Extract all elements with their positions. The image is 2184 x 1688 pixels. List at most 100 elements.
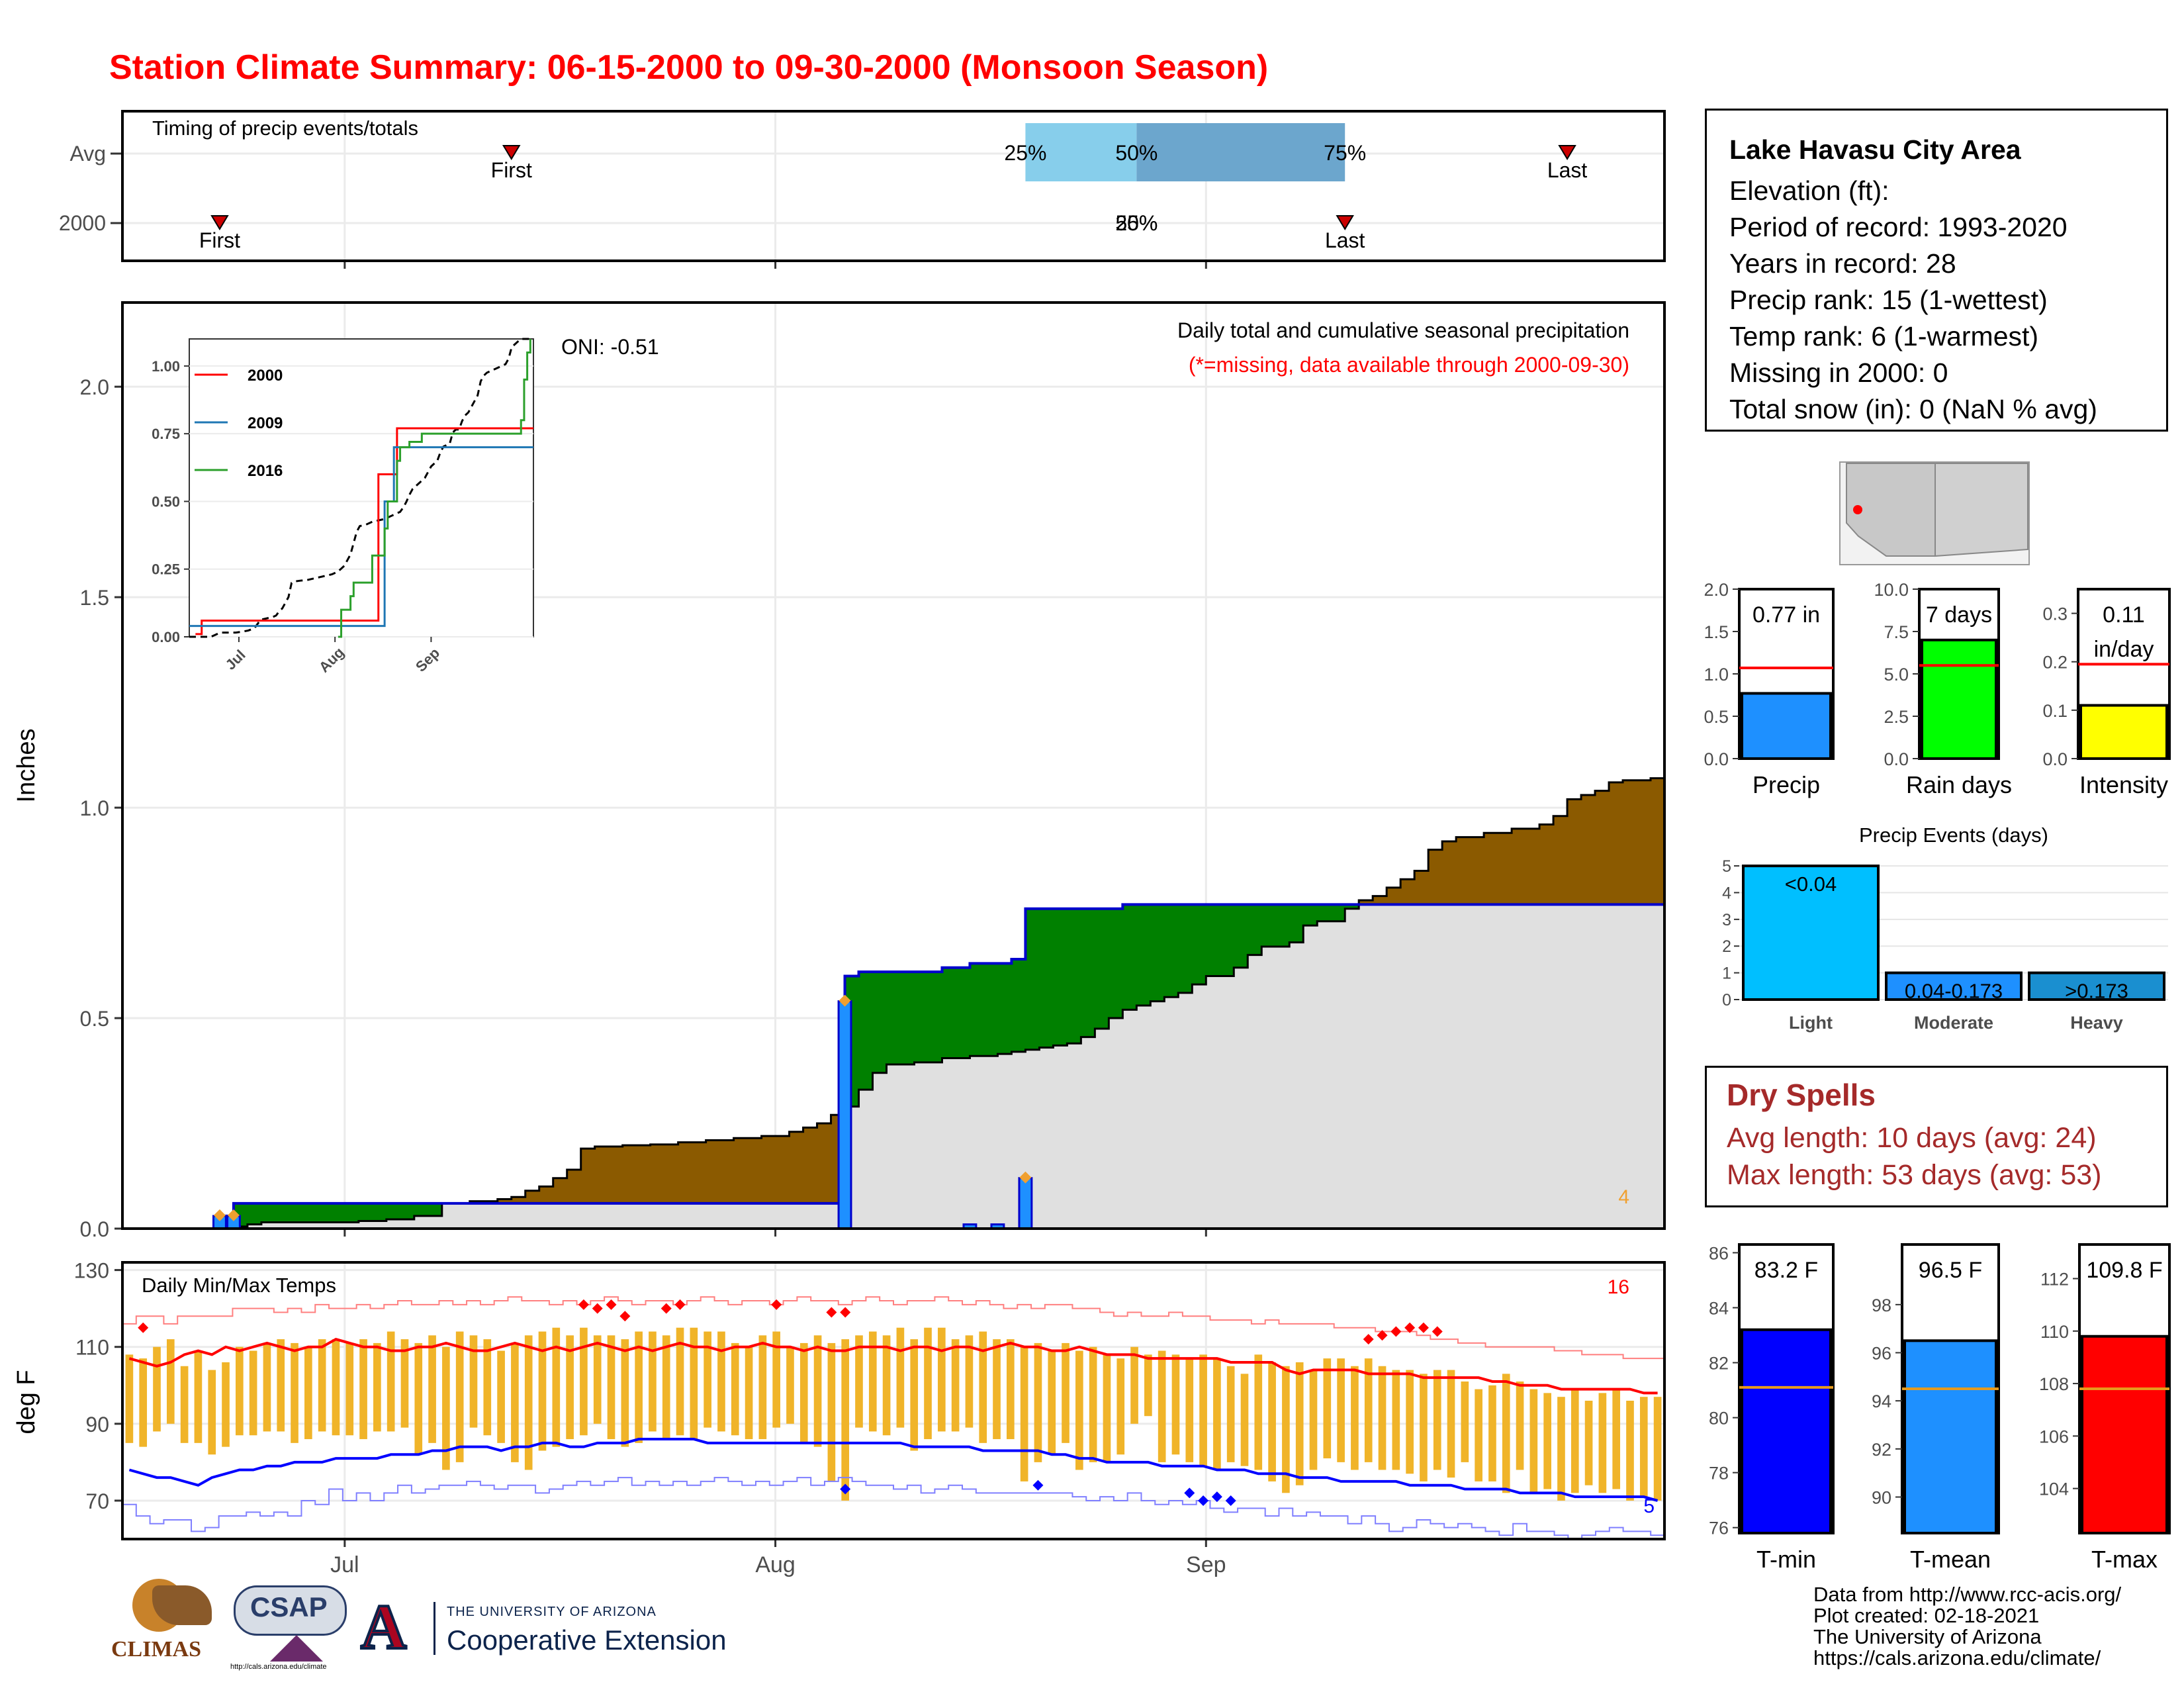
inset-ytick-label-1: 0.25 bbox=[152, 561, 180, 578]
info-snow: Total snow (in): 0 (NaN % avg) bbox=[1729, 394, 2097, 424]
temp-range-bar-36 bbox=[621, 1339, 629, 1447]
temp-range-bar-21 bbox=[414, 1342, 423, 1455]
y2000-first-label: First bbox=[199, 228, 240, 252]
temp-range-bar-68 bbox=[1062, 1342, 1069, 1443]
dry-spells-avg: Avg length: 10 days (avg: 24) bbox=[1727, 1122, 2097, 1154]
temp-range-bar-28 bbox=[511, 1342, 519, 1462]
temp-range-bar-13 bbox=[304, 1346, 312, 1440]
tmin_gauge-ytick-label-0: 76 bbox=[1709, 1519, 1729, 1538]
tmax_gauge-ytick-label-0: 104 bbox=[2039, 1479, 2069, 1499]
tmin_gauge-ytick-label-4: 84 bbox=[1709, 1299, 1729, 1319]
temp-range-bar-55 bbox=[882, 1335, 891, 1436]
record-low-marker-5 bbox=[1225, 1495, 1236, 1506]
daily-precip-bar-2 bbox=[837, 1000, 852, 1230]
avg-p25-label: 25% bbox=[1004, 141, 1046, 165]
record-high-marker-0 bbox=[138, 1322, 149, 1333]
temp-range-bar-53 bbox=[855, 1335, 863, 1428]
raindays_gauge-ytick-label-2: 5.0 bbox=[1884, 665, 1909, 684]
temp-range-bar-48 bbox=[786, 1346, 794, 1424]
temp-range-bar-98 bbox=[1475, 1389, 1482, 1481]
daily-precip-marker-2 bbox=[839, 994, 851, 1007]
tmax_gauge-ytick-label-4: 112 bbox=[2040, 1270, 2069, 1289]
inset-panel bbox=[189, 338, 534, 637]
daily-precip-bar-5 bbox=[1018, 1177, 1033, 1230]
climas-shape-mark bbox=[152, 1585, 212, 1625]
temp-range-bar-90 bbox=[1364, 1358, 1373, 1462]
avg-last-marker bbox=[1558, 145, 1576, 160]
record-high-marker-11 bbox=[1377, 1330, 1388, 1341]
daily-precip-marker-1 bbox=[227, 1209, 240, 1221]
temp-range-bar-49 bbox=[799, 1342, 808, 1443]
inset-legend-label-2: 2016 bbox=[248, 462, 283, 480]
temp-range-bar-106 bbox=[1584, 1401, 1593, 1485]
footer-source: Data from http://www.rcc-acis.org/ bbox=[1813, 1583, 2122, 1606]
temp-range-bar-10 bbox=[263, 1342, 271, 1432]
y2000-p25-label: 25% bbox=[1115, 211, 1158, 235]
info-period: Period of record: 1993-2020 bbox=[1729, 212, 2068, 242]
temp-range-bar-102 bbox=[1529, 1389, 1538, 1493]
temp-range-bar-50 bbox=[813, 1335, 822, 1447]
temp-range-bar-52 bbox=[841, 1339, 850, 1501]
info-temp-rank: Temp rank: 6 (1-warmest) bbox=[1729, 321, 2039, 352]
events-category-label-2: Heavy bbox=[2070, 1013, 2123, 1033]
station-info-box: Lake Havasu City Area Elevation (ft): Pe… bbox=[1705, 109, 2168, 432]
timing-panel-border bbox=[121, 110, 1666, 262]
temp-range-bar-31 bbox=[552, 1327, 561, 1447]
temp-range-bar-103 bbox=[1543, 1393, 1551, 1489]
record-high-marker-6 bbox=[674, 1299, 686, 1310]
temp-range-bar-95 bbox=[1433, 1370, 1441, 1470]
record-low-marker-1 bbox=[1032, 1479, 1044, 1491]
tmin_gauge-ytick-label-2: 80 bbox=[1709, 1409, 1729, 1429]
main-ytick-label-2: 1.0 bbox=[80, 796, 109, 820]
ua-a-mark: A bbox=[359, 1591, 408, 1662]
temp-range-bar-83 bbox=[1268, 1362, 1276, 1481]
temp-range-bar-2 bbox=[153, 1346, 161, 1432]
temp-range-bar-88 bbox=[1337, 1358, 1345, 1462]
temp-range-bar-0 bbox=[125, 1354, 134, 1443]
raindays_gauge-ytick-label-4: 10.0 bbox=[1874, 580, 1909, 600]
tmean_gauge-ytick-label-2: 94 bbox=[1872, 1391, 1891, 1411]
events-ytick-label-5: 5 bbox=[1722, 857, 1731, 876]
intensity_gauge-value-bar bbox=[2079, 704, 2168, 760]
intensity_gauge-ytick-label-2: 0.2 bbox=[2042, 653, 2068, 673]
temp-range-bar-58 bbox=[924, 1327, 932, 1440]
temp-xtick-label-2: Sep bbox=[1186, 1552, 1226, 1577]
page-title: Station Climate Summary: 06-15-2000 to 0… bbox=[109, 48, 1269, 87]
temp-range-bar-69 bbox=[1075, 1350, 1083, 1470]
daily-precip-marker-5 bbox=[1019, 1171, 1032, 1184]
avg-last-label: Last bbox=[1547, 158, 1588, 182]
events-bar-label-0: <0.04 bbox=[1785, 872, 1837, 896]
record-high-marker-9 bbox=[840, 1307, 851, 1318]
temp-range-bar-61 bbox=[965, 1335, 974, 1428]
temp-range-bar-33 bbox=[580, 1327, 588, 1436]
record-high-marker-15 bbox=[1432, 1326, 1443, 1337]
ua-university-name: THE UNIVERSITY OF ARIZONA bbox=[447, 1605, 657, 1619]
daily-precip-marker-0 bbox=[213, 1209, 226, 1221]
main-chart-subtitle: (*=missing, data available through 2000-… bbox=[1189, 353, 1629, 377]
info-elevation: Elevation (ft): bbox=[1729, 175, 1889, 206]
tmean_gauge-ytick-label-3: 96 bbox=[1872, 1344, 1891, 1364]
inset-series-2000 bbox=[195, 427, 533, 635]
temp-range-bar-11 bbox=[277, 1339, 285, 1432]
temp-range-bar-39 bbox=[662, 1335, 670, 1440]
temp-range-bar-20 bbox=[400, 1339, 409, 1428]
temp-record-high-count: 16 bbox=[1608, 1276, 1629, 1298]
temp-range-bar-97 bbox=[1461, 1381, 1469, 1462]
temp-range-bar-85 bbox=[1295, 1362, 1304, 1485]
temp-range-bar-54 bbox=[868, 1331, 877, 1432]
events-bar-1 bbox=[1885, 971, 2023, 1001]
temp-range-bar-81 bbox=[1240, 1374, 1249, 1466]
tmean_gauge-ytick-label-0: 90 bbox=[1872, 1488, 1891, 1508]
timing-row-label-2000: 2000 bbox=[59, 211, 106, 235]
temp-range-bar-107 bbox=[1598, 1393, 1607, 1493]
tmean_gauge-ytick-label-4: 98 bbox=[1872, 1295, 1891, 1315]
events-category-label-1: Moderate bbox=[1914, 1013, 1993, 1033]
avg-p50-label: 50% bbox=[1115, 141, 1158, 165]
csap-mountain-mark bbox=[270, 1635, 323, 1662]
climas-wordmark: CLIMAS bbox=[111, 1637, 202, 1662]
temp-range-bar-92 bbox=[1392, 1370, 1400, 1470]
tmax-avg-line bbox=[128, 1337, 1658, 1395]
events-bar-0 bbox=[1742, 865, 1880, 1001]
temp-range-bar-91 bbox=[1378, 1366, 1387, 1470]
intensity_gauge-ytick-label-1: 0.1 bbox=[2042, 701, 2068, 721]
